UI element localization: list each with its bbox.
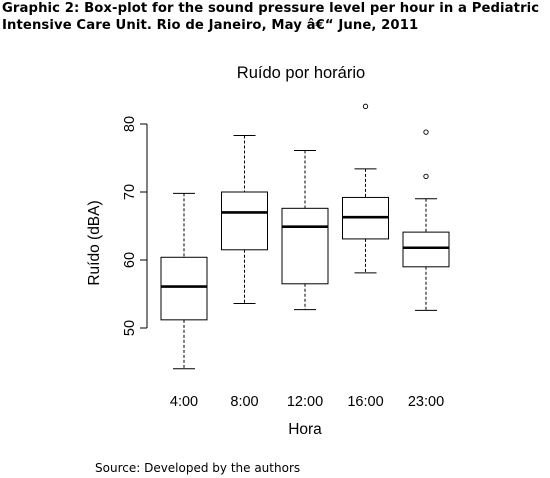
interquartile-box — [221, 191, 268, 251]
x-axis: 4:00 8:00 12:00 16:00 23:00 — [170, 394, 444, 410]
x-tick-label: 12:00 — [287, 394, 323, 410]
x-tick-label: 16:00 — [347, 394, 383, 410]
y-tick-label: 60 — [122, 252, 138, 268]
y-tick-label: 80 — [122, 116, 138, 132]
y-tick-label: 50 — [122, 320, 138, 336]
x-axis-label: Hora — [288, 421, 322, 438]
box-2300 — [402, 129, 450, 311]
box-400 — [160, 192, 208, 370]
y-tick-label: 70 — [122, 184, 138, 200]
x-tick-label: 8:00 — [230, 394, 258, 410]
box-series — [160, 103, 450, 370]
box-1200 — [281, 150, 329, 311]
caption-line-2: Intensive Care Unit. Rio de Janeiro, May… — [2, 18, 419, 33]
outlier-point — [362, 103, 369, 109]
x-tick-label: 4:00 — [170, 394, 198, 410]
outlier-point — [423, 173, 429, 180]
figure-caption: Graphic 2: Box-plot for the sound pressu… — [2, 0, 550, 34]
chart-title: Ruído por horário — [237, 64, 365, 82]
box-800 — [221, 135, 268, 305]
source-note: Source: Developed by the authors — [95, 461, 301, 475]
y-axis: 50 60 70 80 — [122, 116, 148, 336]
box-1600 — [342, 103, 389, 274]
x-tick-label: 23:00 — [408, 394, 444, 410]
outlier-point — [423, 129, 429, 135]
interquartile-box — [160, 256, 208, 321]
interquartile-box — [281, 207, 329, 285]
y-axis-label: Ruído (dBA) — [86, 200, 103, 285]
interquartile-box — [402, 231, 450, 268]
caption-line-1: Graphic 2: Box-plot for the sound pressu… — [2, 1, 540, 16]
